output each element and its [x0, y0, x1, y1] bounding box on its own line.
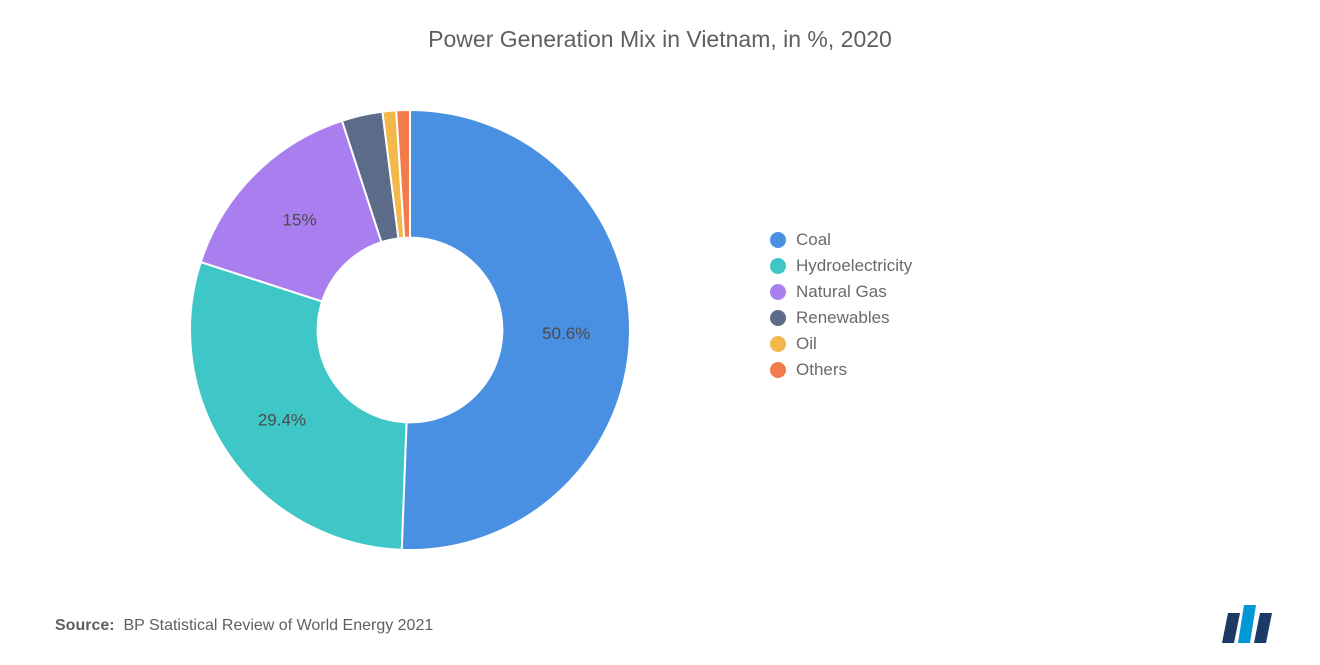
legend-dot-icon	[770, 310, 786, 326]
slice-label: 29.4%	[258, 410, 306, 429]
legend-item: Others	[770, 360, 912, 380]
donut-slice-hydroelectricity	[190, 262, 407, 550]
legend-label: Renewables	[796, 308, 890, 328]
legend-label: Natural Gas	[796, 282, 887, 302]
legend-label: Others	[796, 360, 847, 380]
legend-item: Coal	[770, 230, 912, 250]
slice-label: 15%	[283, 211, 317, 230]
legend-item: Natural Gas	[770, 282, 912, 302]
source-text: BP Statistical Review of World Energy 20…	[123, 617, 433, 634]
brand-logo	[1222, 605, 1280, 643]
legend-dot-icon	[770, 362, 786, 378]
legend-item: Renewables	[770, 308, 912, 328]
legend-item: Hydroelectricity	[770, 256, 912, 276]
legend-dot-icon	[770, 336, 786, 352]
legend-dot-icon	[770, 284, 786, 300]
legend-dot-icon	[770, 232, 786, 248]
chart-title: Power Generation Mix in Vietnam, in %, 2…	[0, 26, 1320, 53]
donut-slice-coal	[402, 110, 630, 550]
legend-item: Oil	[770, 334, 912, 354]
legend-label: Coal	[796, 230, 831, 250]
source-line: Source: BP Statistical Review of World E…	[55, 617, 433, 635]
source-label: Source:	[55, 617, 115, 634]
legend-label: Hydroelectricity	[796, 256, 912, 276]
legend-dot-icon	[770, 258, 786, 274]
legend-label: Oil	[796, 334, 817, 354]
slice-label: 50.6%	[542, 324, 590, 343]
donut-chart: 50.6% 29.4% 15%	[180, 100, 640, 560]
legend: Coal Hydroelectricity Natural Gas Renewable…	[770, 230, 912, 386]
